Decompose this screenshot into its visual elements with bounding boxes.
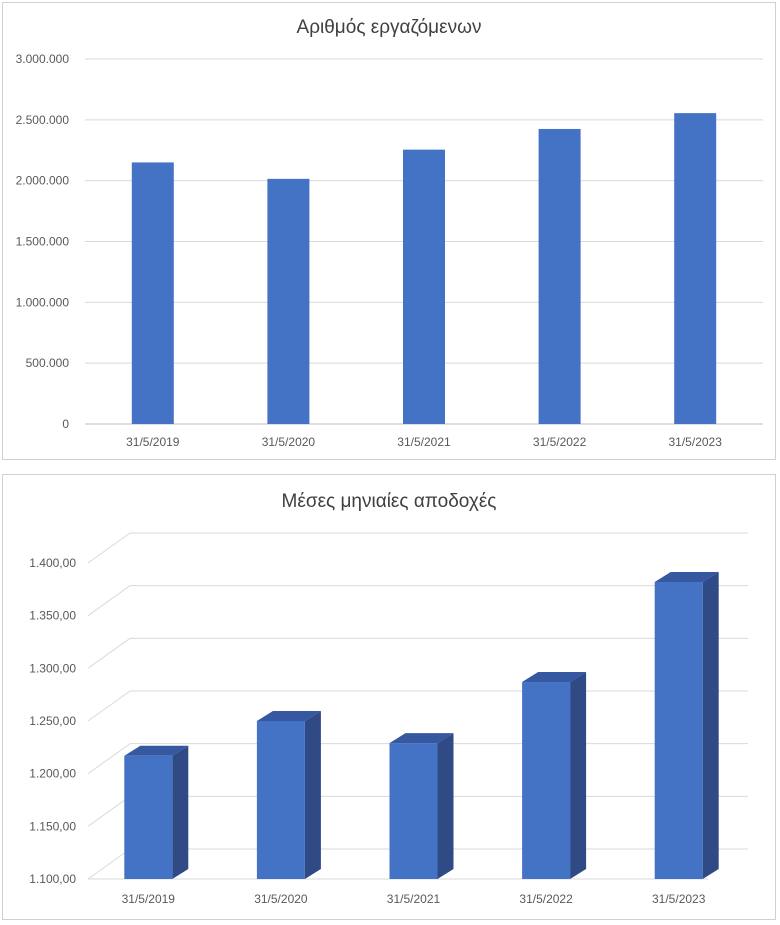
bar-top [124, 745, 189, 756]
y-tick-label: 1.400,00 [29, 556, 76, 570]
bar-top [522, 672, 587, 683]
chart-title: Μέσες μηνιαίες αποδοχές [281, 491, 497, 512]
bar-top [256, 711, 321, 721]
y-tick-label: 2.000.000 [16, 174, 70, 188]
gridline-depth [87, 690, 131, 722]
x-tick-label: 31/5/2022 [519, 892, 573, 906]
salaries-chart-plot: 1.100,00 1.150,00 1.200,00 1.250,00 1.300,00… [29, 532, 748, 906]
bar-side [702, 571, 719, 879]
salaries-chart: Μέσες μηνιαίες αποδοχές 1.100,00 1.150,00… [2, 474, 776, 920]
chart-title: Αριθμός εργαζόμενων [296, 17, 482, 38]
bar-side [570, 672, 587, 879]
x-tick-label: 31/5/2019 [122, 892, 176, 906]
x-tick-label: 31/5/2019 [126, 435, 180, 449]
bar [124, 755, 173, 879]
gridline-depth [87, 848, 131, 880]
bar [522, 682, 571, 879]
x-tick-label: 31/5/2020 [262, 435, 316, 449]
bar [131, 162, 174, 424]
bar-side [172, 745, 189, 879]
y-tick-label: 2.500.000 [16, 113, 70, 127]
bar-top [654, 571, 719, 582]
bar-side [304, 711, 321, 879]
bar [389, 743, 438, 879]
x-tick-label: 31/5/2023 [652, 892, 706, 906]
x-tick-label: 31/5/2023 [669, 435, 723, 449]
y-tick-label: 1.150,00 [29, 819, 76, 833]
gridline-depth [87, 585, 131, 617]
gridline-depth [87, 637, 131, 669]
gridline-depth [87, 743, 131, 775]
y-tick-label: 1.500.000 [16, 235, 70, 249]
bar-top [389, 733, 454, 744]
y-tick-label: 1.000.000 [16, 295, 70, 309]
y-tick-label: 1.300,00 [29, 661, 76, 675]
y-tick-label: 500.000 [26, 356, 70, 370]
y-tick-label: 1.200,00 [29, 767, 76, 781]
bar [654, 581, 703, 879]
y-tick-label: 0 [62, 417, 69, 431]
gridline-depth [87, 795, 131, 827]
gridline-depth [87, 532, 131, 564]
bar [403, 149, 445, 424]
bar-side [437, 733, 454, 879]
employees-chart: Αριθμός εργαζόμενων 0 500.000 1.000.000 1.5… [2, 2, 776, 460]
x-tick-label: 31/5/2022 [533, 435, 587, 449]
bar [256, 721, 305, 879]
employees-chart-plot: 0 500.000 1.000.000 1.500.000 2.000.000 2.500… [16, 52, 763, 449]
y-tick-label: 3.000.000 [16, 52, 70, 66]
y-tick-label: 1.250,00 [29, 714, 76, 728]
x-tick-label: 31/5/2020 [254, 892, 308, 906]
y-tick-label: 1.100,00 [29, 872, 76, 886]
bar [674, 113, 717, 425]
x-tick-label: 31/5/2021 [387, 892, 441, 906]
y-tick-label: 1.350,00 [29, 609, 76, 623]
bar [538, 128, 581, 424]
x-tick-label: 31/5/2021 [397, 435, 451, 449]
bar [267, 178, 310, 424]
